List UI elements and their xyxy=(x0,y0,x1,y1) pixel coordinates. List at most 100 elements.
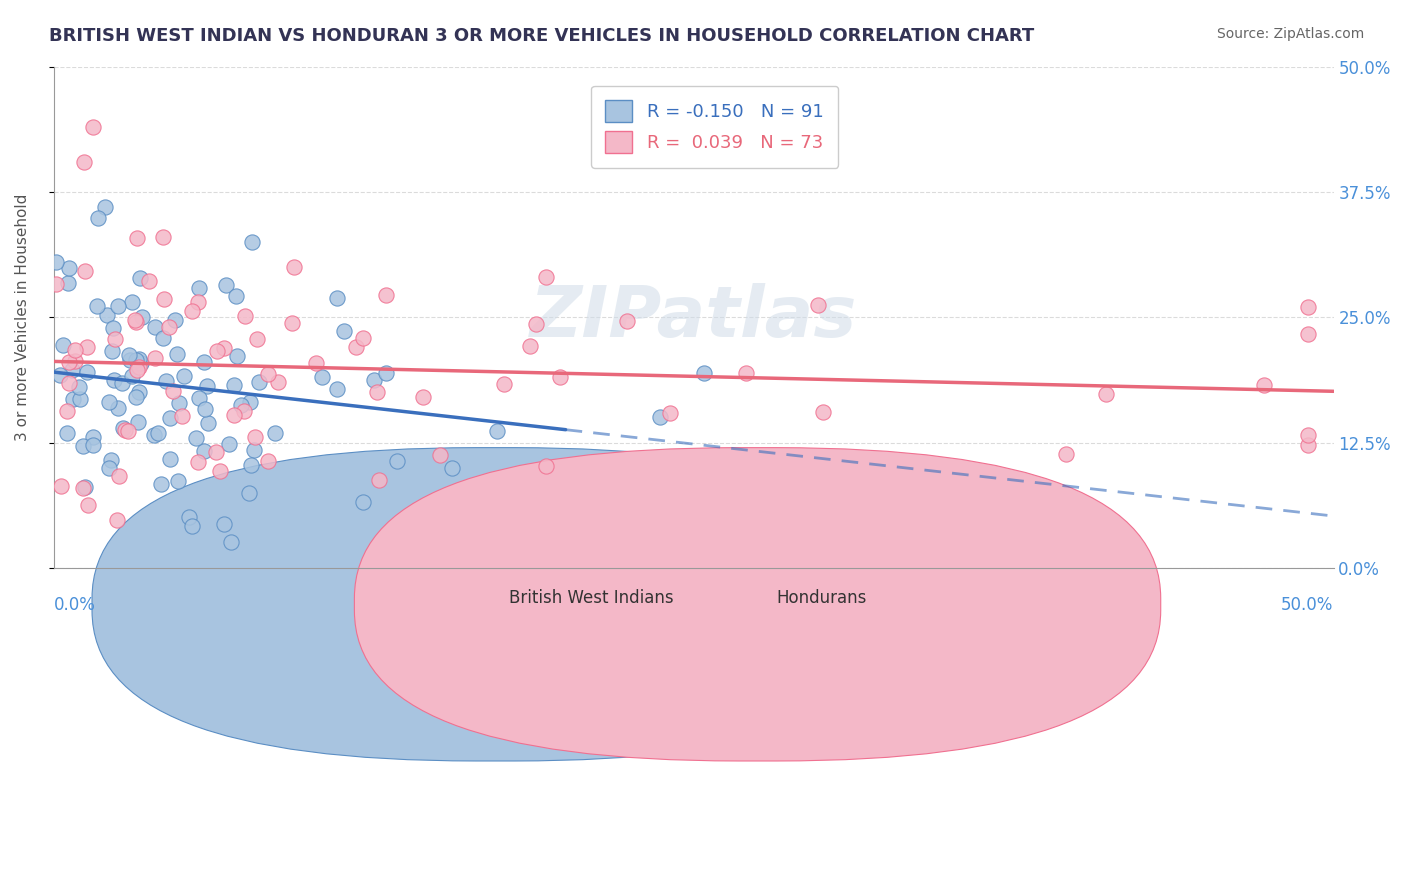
Point xyxy=(534,458,557,473)
Point xyxy=(110,376,132,391)
Point xyxy=(49,368,72,383)
Point xyxy=(73,264,96,278)
Point xyxy=(1296,438,1319,452)
Point xyxy=(208,464,231,478)
Point xyxy=(98,395,121,409)
Point xyxy=(181,519,204,533)
Point xyxy=(218,437,240,451)
Text: ZIPatlas: ZIPatlas xyxy=(530,283,858,351)
Point xyxy=(166,347,188,361)
FancyBboxPatch shape xyxy=(91,448,898,761)
Point xyxy=(58,376,80,391)
Point xyxy=(325,291,347,305)
Point xyxy=(152,331,174,345)
Point xyxy=(69,392,91,406)
Point xyxy=(233,404,256,418)
Point xyxy=(352,331,374,345)
Point xyxy=(734,366,756,380)
Point xyxy=(173,368,195,383)
Text: British West Indians: British West Indians xyxy=(509,589,673,607)
Point xyxy=(45,277,67,292)
Point xyxy=(187,280,209,294)
Point xyxy=(129,271,152,285)
Point xyxy=(193,444,215,458)
Point xyxy=(1296,327,1319,342)
Text: Source: ZipAtlas.com: Source: ZipAtlas.com xyxy=(1216,27,1364,41)
Point xyxy=(52,338,75,352)
Point xyxy=(333,324,356,338)
Point xyxy=(239,395,262,409)
Point xyxy=(283,260,305,274)
Point xyxy=(125,353,148,368)
Point xyxy=(1095,386,1118,401)
Point xyxy=(159,411,181,425)
Point xyxy=(143,319,166,334)
Point xyxy=(127,415,149,429)
Point xyxy=(650,409,672,424)
Legend: R = -0.150   N = 91, R =  0.039   N = 73: R = -0.150 N = 91, R = 0.039 N = 73 xyxy=(591,86,838,168)
Point xyxy=(125,390,148,404)
Point xyxy=(152,230,174,244)
Point xyxy=(429,448,451,462)
FancyBboxPatch shape xyxy=(354,448,1161,761)
Point xyxy=(1296,300,1319,314)
Point xyxy=(159,452,181,467)
Point xyxy=(107,469,129,483)
Point xyxy=(125,315,148,329)
Point xyxy=(157,320,180,334)
Point xyxy=(101,321,124,335)
Point xyxy=(111,421,134,435)
Point xyxy=(187,455,209,469)
Point xyxy=(128,352,150,367)
Point xyxy=(311,370,333,384)
Point xyxy=(693,366,716,380)
Point xyxy=(205,444,228,458)
Point xyxy=(1253,378,1275,392)
Point xyxy=(412,390,434,404)
Point xyxy=(225,349,247,363)
Point xyxy=(100,452,122,467)
Point xyxy=(616,314,638,328)
Point xyxy=(180,304,202,318)
Point xyxy=(281,316,304,330)
Point xyxy=(229,398,252,412)
Point xyxy=(73,480,96,494)
Point xyxy=(45,254,67,268)
Point xyxy=(197,417,219,431)
Point xyxy=(117,424,139,438)
Point xyxy=(524,318,547,332)
Point xyxy=(143,428,166,442)
Point xyxy=(67,380,90,394)
Point xyxy=(62,362,84,376)
Point xyxy=(238,486,260,500)
Point xyxy=(94,200,117,214)
Point xyxy=(243,430,266,444)
Point xyxy=(257,367,280,381)
Point xyxy=(131,310,153,325)
Point xyxy=(264,425,287,440)
Point xyxy=(101,343,124,358)
Text: BRITISH WEST INDIAN VS HONDURAN 3 OR MORE VEHICLES IN HOUSEHOLD CORRELATION CHAR: BRITISH WEST INDIAN VS HONDURAN 3 OR MOR… xyxy=(49,27,1035,45)
Point xyxy=(233,309,256,323)
Point xyxy=(72,482,94,496)
Point xyxy=(188,391,211,405)
Y-axis label: 3 or more Vehicles in Household: 3 or more Vehicles in Household xyxy=(15,194,30,441)
Point xyxy=(184,431,207,445)
Point xyxy=(247,375,270,389)
Point xyxy=(177,509,200,524)
Point xyxy=(212,341,235,355)
Point xyxy=(62,392,84,406)
Point xyxy=(187,294,209,309)
Point xyxy=(548,370,571,384)
Point xyxy=(155,374,177,388)
Point xyxy=(485,425,508,439)
Point xyxy=(120,353,142,368)
Point xyxy=(96,308,118,322)
Point xyxy=(128,360,150,375)
Text: 50.0%: 50.0% xyxy=(1281,596,1333,614)
Point xyxy=(73,155,96,169)
Point xyxy=(240,458,263,473)
Point xyxy=(105,513,128,527)
Point xyxy=(205,344,228,359)
Point xyxy=(138,274,160,288)
